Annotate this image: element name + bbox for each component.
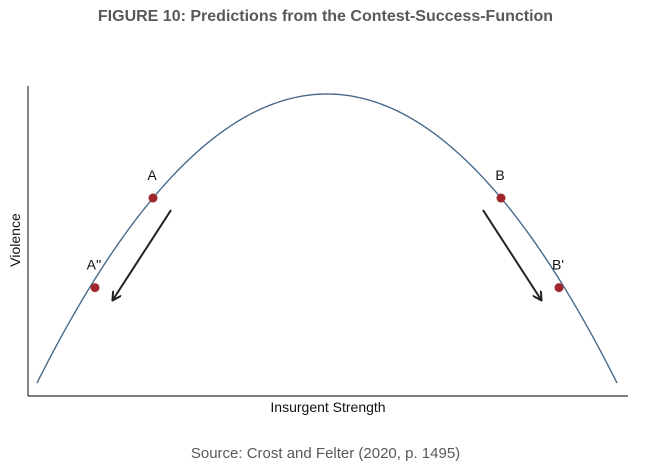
movement-arrow xyxy=(113,209,172,300)
point-label: B' xyxy=(552,257,564,273)
point-label: B xyxy=(495,167,504,183)
figure-source: Source: Crost and Felter (2020, p. 1495) xyxy=(190,445,461,462)
data-point xyxy=(496,193,506,203)
series-line xyxy=(36,93,618,384)
data-point xyxy=(148,193,158,203)
point-label: A'' xyxy=(87,257,102,273)
data-point xyxy=(90,283,100,293)
data-point xyxy=(554,283,564,293)
x-axis-label: Insurgent Strength xyxy=(270,399,385,415)
movement-arrow xyxy=(482,209,541,300)
point-label: A xyxy=(147,167,157,183)
y-axis-label: Violence xyxy=(7,213,23,267)
figure-title: FIGURE 10: Predictions from the Contest-… xyxy=(97,8,554,25)
